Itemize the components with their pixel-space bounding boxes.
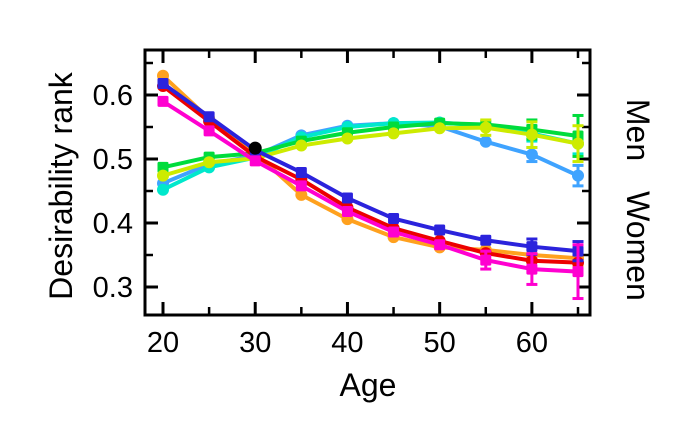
marker-women-magenta	[388, 226, 400, 238]
marker-women-blue	[295, 166, 307, 178]
marker-women-magenta	[249, 155, 261, 167]
marker-women-orange	[295, 188, 308, 201]
marker-men-green	[157, 161, 169, 173]
y-tick-label: 0.4	[93, 208, 133, 240]
series-line-women-blue	[161, 81, 579, 254]
series-line-men-green	[162, 121, 579, 170]
y-tick-label: 0.6	[93, 80, 133, 112]
marker-women-magenta	[572, 266, 584, 278]
marker-women-magenta	[157, 95, 169, 107]
women-group-label: Women	[620, 191, 656, 301]
y-axis-title: Desirability rank	[43, 71, 79, 300]
marker-women-magenta	[480, 254, 492, 266]
marker-women-blue	[526, 241, 538, 253]
marker-men-chartreuse	[203, 156, 216, 169]
marker-women-blue	[157, 77, 169, 89]
y-tick-label: 0.5	[93, 144, 133, 176]
marker-women-blue	[480, 234, 492, 246]
axes-frame	[143, 48, 592, 317]
marker-women-magenta	[203, 125, 215, 137]
marker-women-magenta	[295, 180, 307, 192]
x-tick-label: 30	[239, 327, 271, 359]
marker-men-skyblue	[479, 135, 492, 148]
marker-men-chartreuse	[572, 137, 584, 150]
series-line-women-orange	[161, 74, 579, 261]
x-tick-label: 50	[424, 327, 456, 359]
marker-women-magenta	[434, 239, 446, 251]
reference-point	[248, 141, 262, 155]
series-line-women-magenta	[161, 99, 579, 274]
plot-layer: 20 30 40 50 60 0.3 0.4 0.5 0.6	[93, 48, 592, 359]
marker-women-magenta	[341, 205, 353, 217]
marker-men-chartreuse	[157, 169, 169, 182]
x-tick-label: 60	[516, 327, 548, 359]
x-axis-title: Age	[340, 367, 397, 403]
marker-women-blue	[341, 192, 353, 204]
marker-men-chartreuse	[479, 121, 492, 134]
men-group-label: Men	[620, 99, 656, 161]
marker-men-chartreuse	[341, 132, 354, 145]
series-line-men-chartreuse	[162, 125, 579, 178]
marker-women-blue	[203, 111, 215, 123]
marker-women-magenta	[526, 263, 538, 275]
x-tick-label: 20	[147, 327, 179, 359]
marker-men-skyblue	[572, 169, 584, 182]
marker-men-chartreuse	[433, 122, 446, 135]
marker-men-chartreuse	[295, 139, 308, 152]
marker-men-cyan	[157, 183, 169, 196]
marker-women-blue	[434, 224, 446, 236]
x-tick-label: 40	[331, 327, 363, 359]
y-tick-label: 0.3	[93, 272, 133, 304]
series-line-women-red	[161, 84, 579, 265]
marker-men-chartreuse	[525, 128, 538, 141]
marker-men-chartreuse	[387, 127, 400, 140]
marker-men-skyblue	[525, 148, 538, 161]
marker-women-blue	[388, 213, 400, 225]
